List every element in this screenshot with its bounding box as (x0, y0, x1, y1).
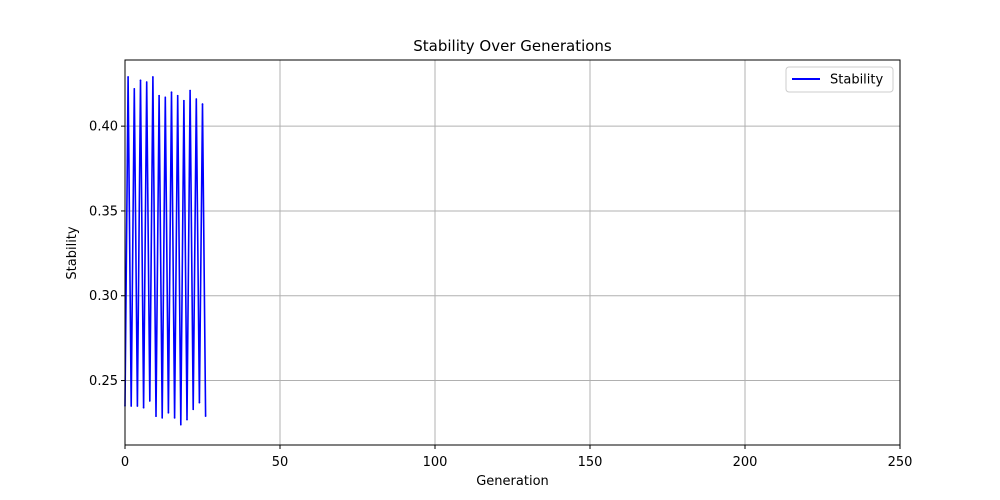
data-point (142, 406, 145, 409)
data-point (145, 81, 148, 83)
data-point (189, 89, 191, 92)
data-point (170, 91, 173, 94)
data-point (136, 405, 139, 407)
plot-area (125, 60, 900, 445)
y-tick-label: 0.25 (89, 374, 118, 389)
data-point (155, 415, 157, 417)
data-point (186, 418, 188, 421)
data-point (176, 94, 179, 97)
data-point (201, 103, 204, 105)
y-axis-label: Stability (65, 226, 80, 280)
data-point (127, 76, 129, 78)
data-point (198, 401, 201, 404)
x-tick-label: 200 (733, 455, 758, 470)
series-layer (124, 76, 207, 426)
y-axis: 0.25 0.30 0.35 0.40 (89, 120, 125, 389)
x-tick-label: 0 (121, 455, 129, 470)
data-point (161, 417, 163, 419)
data-point (204, 415, 207, 417)
y-tick-label: 0.35 (89, 204, 118, 219)
data-point (149, 400, 151, 402)
data-point (133, 88, 136, 90)
data-point (158, 94, 160, 97)
legend: Stability (785, 66, 894, 93)
x-tick-label: 150 (578, 455, 603, 470)
x-axis-label: Generation (476, 474, 549, 489)
chart-title: Stability Over Generations (413, 37, 612, 55)
x-tick-label: 100 (423, 455, 448, 470)
data-point (183, 99, 185, 102)
grid-lines (124, 60, 901, 445)
data-point (173, 417, 176, 419)
data-point (192, 408, 194, 411)
x-tick-label: 250 (888, 455, 913, 470)
y-tick-label: 0.40 (89, 120, 118, 135)
data-point (130, 405, 132, 407)
legend-box (785, 66, 894, 93)
data-point (152, 76, 154, 78)
data-point (180, 423, 182, 426)
x-axis: 0 50 100 150 200 250 (121, 445, 913, 470)
data-point (164, 96, 167, 99)
data-point (167, 411, 170, 414)
y-tick-label: 0.30 (89, 289, 118, 304)
plot-frame (124, 59, 901, 446)
data-point (195, 98, 198, 100)
data-point (139, 79, 142, 82)
legend-label-stability: Stability (830, 73, 884, 88)
x-tick-label: 50 (272, 455, 289, 470)
